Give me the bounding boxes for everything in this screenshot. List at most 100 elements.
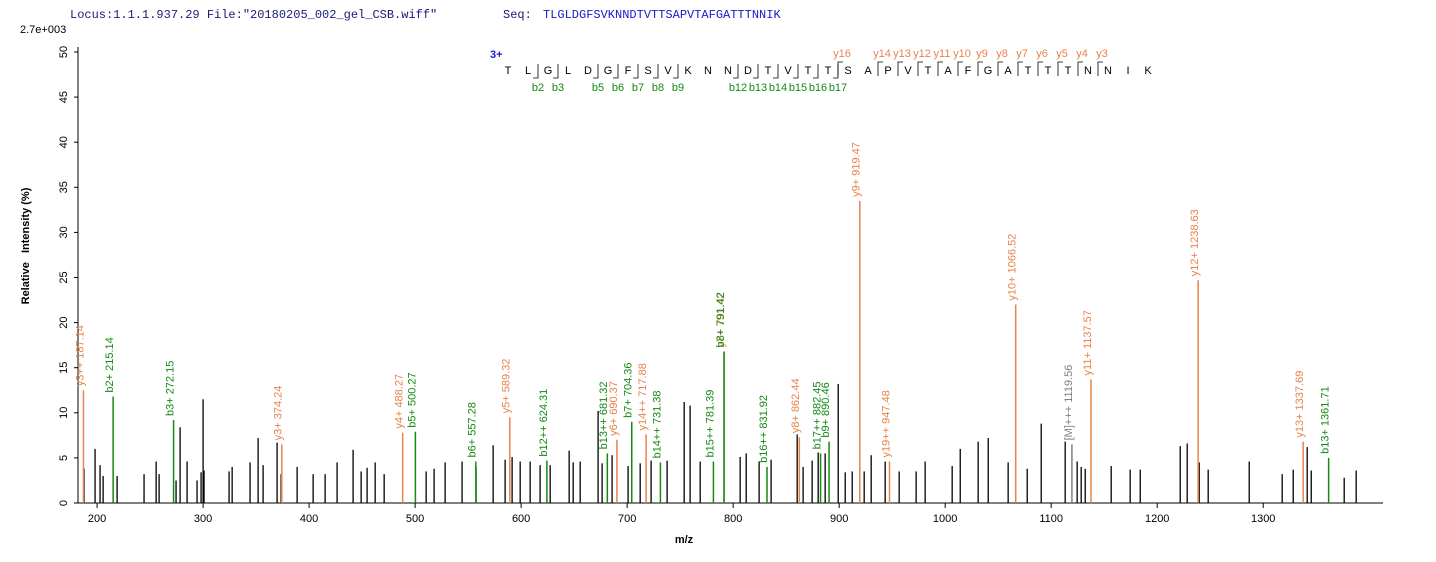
- y-ion-label: y6: [1036, 48, 1048, 60]
- cut-marker: [1037, 61, 1043, 76]
- residue: T: [1065, 65, 1072, 77]
- cut-marker: [957, 61, 963, 76]
- sequence: TLGLDGFSVKNNDTVTTSAPVTAFGATTTNNIK: [543, 8, 781, 22]
- cut-marker: [753, 64, 759, 79]
- peak-label: b6+ 557.28: [467, 402, 479, 457]
- peak-label: y7+ 791.42: [715, 293, 727, 348]
- peak-label: b2+ 215.14: [104, 337, 116, 392]
- x-tick-label: 1300: [1251, 513, 1275, 525]
- residue: S: [844, 65, 851, 77]
- peak-label: b12++ 624.31: [538, 389, 550, 457]
- x-tick-label: 500: [406, 513, 424, 525]
- b-ion-label: b14: [769, 82, 787, 94]
- peak-label: y11+ 1137.57: [1082, 310, 1094, 375]
- residue: L: [565, 65, 571, 77]
- peak-label: y9+ 919.47: [851, 142, 863, 197]
- y-tick-label: 0: [58, 500, 70, 506]
- scale-label: 2.7e+003: [20, 24, 66, 36]
- cut-marker: [837, 61, 843, 76]
- residue: A: [944, 65, 952, 77]
- y-ion-label: y12: [913, 48, 931, 60]
- residue: G: [544, 65, 553, 77]
- peak-label: b15++ 781.39: [704, 390, 716, 458]
- peak-label: b17++ 882.45: [811, 381, 823, 449]
- peak-label: b13+ 1361.71: [1320, 386, 1332, 454]
- y-tick-label: 35: [58, 181, 70, 193]
- b-ion-label: b9: [672, 82, 684, 94]
- cut-marker: [653, 64, 659, 79]
- peak-label: y6+ 690.37: [608, 381, 620, 436]
- y-tick-label: 25: [58, 271, 70, 283]
- peak-label: b3+ 272.15: [164, 361, 176, 416]
- cut-marker: [917, 61, 923, 76]
- y-ion-label: y3: [1096, 48, 1108, 60]
- residue: T: [765, 65, 772, 77]
- peak-label: y14++ 717.88: [637, 363, 649, 430]
- cut-marker: [793, 64, 799, 79]
- y-ion-label: y16: [833, 48, 851, 60]
- y-ion-label: y4: [1076, 48, 1088, 60]
- peak-label: b5+ 500.27: [406, 372, 418, 427]
- cut-marker: [733, 64, 739, 79]
- cut-marker: [533, 64, 539, 79]
- x-tick-label: 700: [618, 513, 636, 525]
- residue: V: [904, 65, 912, 77]
- cut-marker: [593, 64, 599, 79]
- b-ion-label: b5: [592, 82, 604, 94]
- x-tick-label: 300: [194, 513, 212, 525]
- x-tick-label: 1000: [933, 513, 957, 525]
- cut-marker: [613, 64, 619, 79]
- residue: N: [1104, 65, 1112, 77]
- b-ion-label: b6: [612, 82, 624, 94]
- y-ion-label: y10: [953, 48, 971, 60]
- x-tick-label: 200: [88, 513, 106, 525]
- cut-marker: [673, 64, 679, 79]
- residue: T: [1045, 65, 1052, 77]
- b-ion-label: b2: [532, 82, 544, 94]
- y-ion-label: y8: [996, 48, 1008, 60]
- residue: G: [984, 65, 993, 77]
- residue: T: [1025, 65, 1032, 77]
- b-ion-label: b8: [652, 82, 664, 94]
- y-tick-label: 5: [58, 455, 70, 461]
- peak-label: b14++ 731.38: [651, 391, 663, 459]
- residue: P: [884, 65, 891, 77]
- residue: A: [1004, 65, 1012, 77]
- residue: F: [625, 65, 632, 77]
- y-tick-label: 30: [58, 226, 70, 238]
- peak-label: y3++ 187.14: [74, 325, 86, 386]
- cut-marker: [997, 61, 1003, 76]
- peak-label: y19++ 947.48: [880, 390, 892, 457]
- y-ion-label: y11: [934, 48, 951, 60]
- residue: D: [584, 65, 592, 77]
- cut-marker: [897, 61, 903, 76]
- residue: A: [864, 65, 872, 77]
- y-tick-label: 15: [58, 362, 70, 374]
- y-ion-label: y14: [873, 48, 891, 60]
- cut-marker: [977, 61, 983, 76]
- y-tick-label: 40: [58, 136, 70, 148]
- x-tick-label: 900: [830, 513, 848, 525]
- y-ion-label: y13: [893, 48, 911, 60]
- b-ion-label: b3: [552, 82, 564, 94]
- y-axis-label: Relative Intensity (%): [20, 187, 32, 304]
- residue: V: [784, 65, 792, 77]
- residue: K: [684, 65, 692, 77]
- peak-label: b16++ 831.92: [758, 395, 770, 463]
- residue: T: [805, 65, 812, 77]
- y-ion-label: y5: [1056, 48, 1068, 60]
- x-tick-label: 400: [300, 513, 318, 525]
- residue: T: [505, 65, 512, 77]
- peak-label: y12+ 1238.63: [1189, 209, 1201, 276]
- b-ion-label: b16: [809, 82, 827, 94]
- peak-label: [M]+++ 1119.56: [1063, 365, 1075, 441]
- residue: N: [1084, 65, 1092, 77]
- cut-marker: [813, 64, 819, 79]
- y-tick-label: 50: [58, 46, 70, 58]
- cut-marker: [1017, 61, 1023, 76]
- peak-label: y8+ 862.44: [790, 378, 802, 433]
- x-tick-label: 600: [512, 513, 530, 525]
- y-tick-label: 20: [58, 316, 70, 328]
